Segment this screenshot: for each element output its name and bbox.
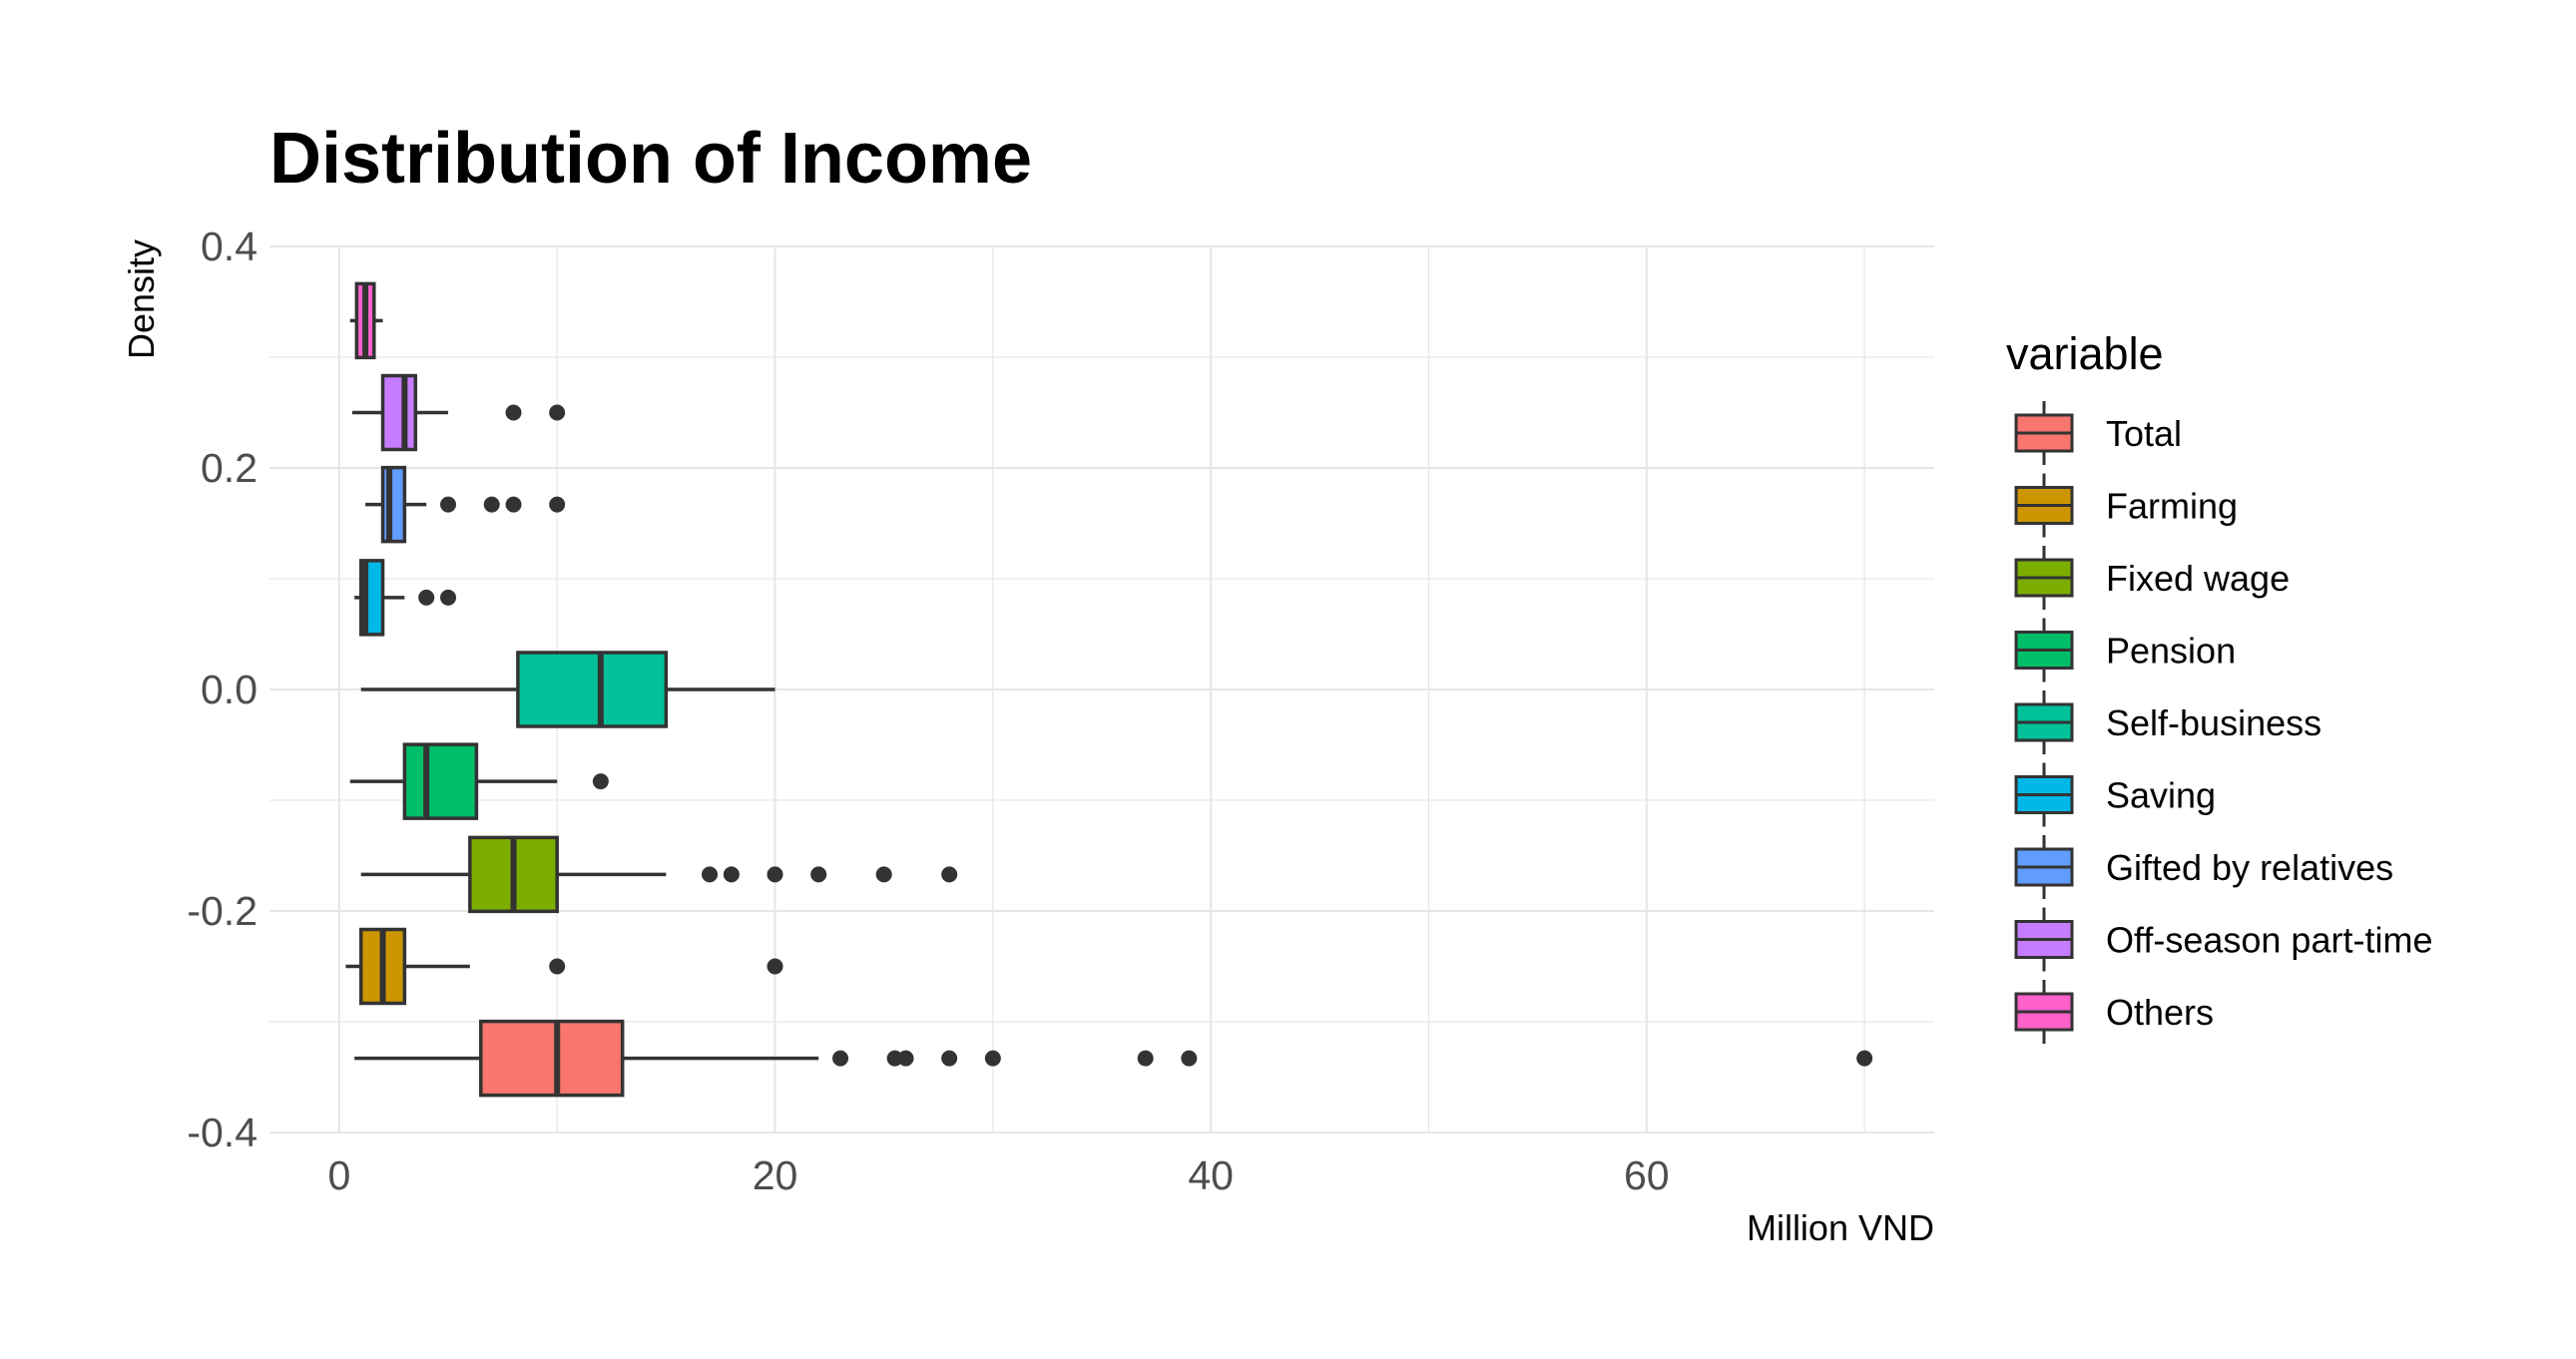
x-tick-label: 20 xyxy=(753,1152,798,1198)
legend-label: Saving xyxy=(2106,775,2216,816)
box-body xyxy=(402,742,479,820)
box-body xyxy=(479,1019,625,1098)
y-tick-label: 0.4 xyxy=(201,224,258,269)
legend-item: Off-season part-time xyxy=(2014,907,2432,972)
y-axis-ticks: 0.4 0.2 0.0 -0.2 -0.4 xyxy=(187,224,258,1155)
outlier-point xyxy=(549,958,566,975)
outlier-point xyxy=(941,1050,958,1067)
box-pension xyxy=(349,742,609,820)
box-self-business xyxy=(360,651,775,728)
outlier-point xyxy=(767,866,783,883)
legend-item: Gifted by relatives xyxy=(2014,835,2393,899)
y-tick-label: -0.2 xyxy=(187,888,258,934)
box-body xyxy=(380,373,418,452)
y-axis-label: Density xyxy=(121,239,162,359)
outlier-point xyxy=(767,958,783,975)
x-tick-label: 0 xyxy=(327,1152,350,1198)
outlier-point xyxy=(1181,1050,1198,1067)
x-axis-label: Million VND xyxy=(1747,1207,1934,1248)
box-body xyxy=(380,465,407,544)
x-axis-ticks: 0 20 40 60 xyxy=(327,1152,1669,1198)
x-tick-label: 40 xyxy=(1188,1152,1234,1198)
box-gifted-by-relatives xyxy=(365,465,566,544)
outlier-point xyxy=(941,866,958,883)
outlier-point xyxy=(875,866,892,883)
outlier-point xyxy=(418,589,435,606)
legend: Total Farming Fixed wage Pension Self-busine… xyxy=(2014,401,2432,1044)
outlier-point xyxy=(1856,1050,1873,1067)
outlier-point xyxy=(702,866,719,883)
legend-title: variable xyxy=(2006,328,2164,379)
legend-label: Gifted by relatives xyxy=(2106,847,2393,888)
legend-item: Self-business xyxy=(2014,690,2321,754)
outlier-point xyxy=(440,589,457,606)
outlier-point xyxy=(1137,1050,1154,1067)
y-tick-label: 0.0 xyxy=(201,667,258,712)
box-fixed-wage xyxy=(360,835,958,914)
legend-item: Total xyxy=(2014,401,2182,465)
y-tick-label: -0.4 xyxy=(187,1110,258,1155)
legend-label: Off-season part-time xyxy=(2106,920,2432,961)
outlier-point xyxy=(723,866,740,883)
legend-item: Pension xyxy=(2014,618,2236,682)
outlier-point xyxy=(483,496,500,513)
legend-label: Pension xyxy=(2106,631,2236,672)
box-saving xyxy=(354,559,457,637)
outlier-point xyxy=(810,866,827,883)
box-series xyxy=(345,281,1873,1098)
y-tick-label: 0.2 xyxy=(201,445,258,491)
legend-label: Total xyxy=(2106,413,2182,454)
chart-title: Distribution of Income xyxy=(269,119,1032,199)
legend-item: Saving xyxy=(2014,762,2216,827)
legend-label: Self-business xyxy=(2106,702,2321,743)
outlier-point xyxy=(549,496,566,513)
outlier-point xyxy=(832,1050,849,1067)
outlier-point xyxy=(505,496,522,513)
legend-item: Farming xyxy=(2014,473,2238,538)
legend-label: Farming xyxy=(2106,486,2238,527)
legend-label: Others xyxy=(2106,992,2214,1033)
legend-item: Fixed wage xyxy=(2014,546,2290,610)
x-tick-label: 60 xyxy=(1624,1152,1670,1198)
box-body xyxy=(516,651,669,728)
box-total xyxy=(354,1019,1873,1098)
legend-item: Others xyxy=(2014,980,2214,1044)
outlier-point xyxy=(984,1050,1001,1067)
legend-label: Fixed wage xyxy=(2106,558,2290,599)
outlier-point xyxy=(440,496,457,513)
box-farming xyxy=(345,927,783,1006)
outlier-point xyxy=(505,404,522,421)
outlier-point xyxy=(549,404,566,421)
outlier-point xyxy=(897,1050,914,1067)
outlier-point xyxy=(592,773,609,790)
box-others xyxy=(349,281,383,360)
box-off-season-part-time xyxy=(351,373,566,452)
